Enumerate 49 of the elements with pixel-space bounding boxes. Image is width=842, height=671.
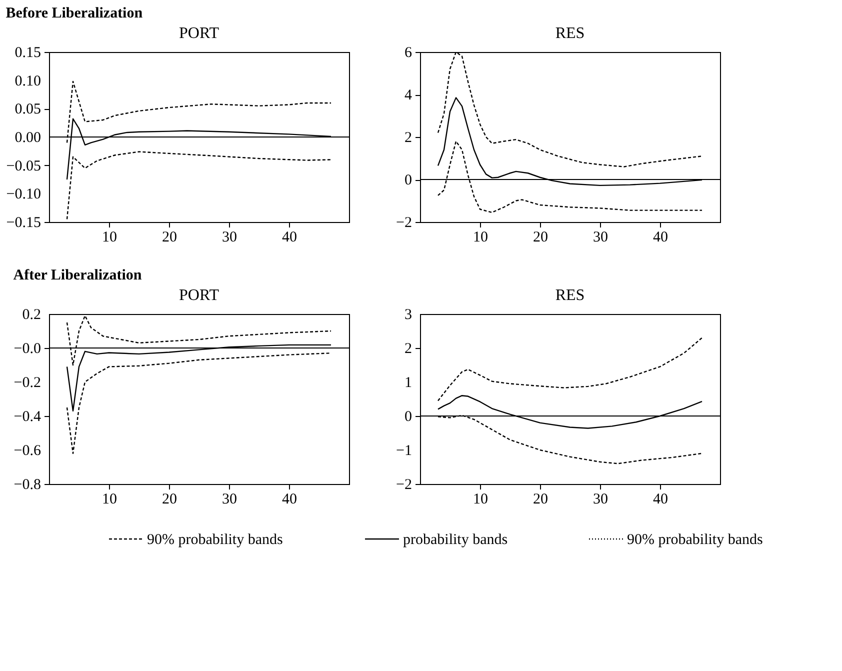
y-tick-label: −0.6	[14, 443, 42, 459]
y-tick-label: 0.15	[14, 45, 41, 61]
y-tick-label: 2	[404, 341, 412, 357]
x-tick-label: 30	[593, 230, 608, 246]
y-tick-label: 3	[404, 307, 412, 323]
x-tick-label: 10	[473, 492, 488, 508]
y-tick-label: 4	[404, 88, 412, 104]
y-tick-label: −0.05	[6, 158, 41, 174]
x-tick-label: 20	[162, 230, 177, 246]
y-tick-label: 0.10	[14, 73, 41, 90]
y-tick-label: −0.15	[6, 215, 41, 231]
y-tick-label: −1	[396, 443, 412, 459]
y-tick-label: −0.2	[14, 375, 41, 391]
y-tick-label: −0.8	[14, 477, 41, 493]
x-tick-label: 40	[653, 492, 668, 508]
y-tick-label: 0	[404, 172, 412, 188]
chart-title: RES	[555, 287, 585, 304]
y-tick-label: −2	[396, 215, 412, 231]
chart-title: RES	[555, 25, 585, 42]
y-tick-label: 0	[404, 409, 412, 425]
y-tick-label: −0.4	[14, 409, 42, 425]
legend-label: 90% probability bands	[147, 532, 283, 548]
legend-label: probability bands	[403, 532, 508, 548]
text: After Liberalization	[13, 268, 142, 284]
x-tick-label: 10	[473, 230, 488, 246]
text: Before Liberalization	[6, 6, 144, 22]
y-tick-label: 0.00	[14, 130, 41, 146]
text: 90% probability bands	[627, 532, 763, 548]
chart-title: PORT	[179, 25, 220, 42]
x-tick-label: 20	[162, 492, 177, 508]
chart-title: PORT	[179, 287, 220, 304]
x-tick-label: 10	[102, 230, 117, 246]
x-tick-label: 30	[222, 492, 237, 508]
x-tick-label: 40	[653, 230, 668, 246]
y-tick-label: −0.0	[14, 341, 41, 357]
x-tick-label: 30	[222, 230, 237, 246]
x-tick-label: 30	[593, 492, 608, 508]
y-tick-label: −0.10	[6, 186, 41, 203]
x-tick-label: 20	[533, 230, 548, 246]
y-tick-label: 0.05	[14, 102, 41, 118]
y-tick-label: 2	[404, 130, 412, 146]
x-tick-label: 10	[102, 492, 117, 508]
y-tick-label: −2	[396, 477, 412, 493]
y-tick-label: 0.2	[22, 307, 41, 323]
y-tick-label: 1	[404, 375, 412, 391]
y-tick-label: 6	[404, 45, 412, 61]
x-tick-label: 40	[282, 492, 297, 508]
x-tick-label: 20	[533, 492, 548, 508]
x-tick-label: 40	[282, 230, 297, 246]
